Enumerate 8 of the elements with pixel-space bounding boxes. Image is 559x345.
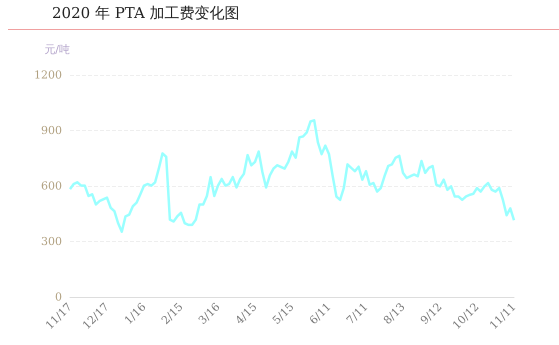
- y-tick-label: 0: [55, 290, 62, 304]
- y-tick-label: 900: [41, 124, 62, 137]
- chart-title: 2020 年 PTA 加工费变化图: [52, 4, 240, 23]
- y-tick-label: 300: [41, 235, 62, 248]
- line-series: [68, 119, 516, 233]
- y-tick-label: 600: [41, 180, 62, 192]
- y-axis-title: 元/吨: [44, 43, 70, 56]
- y-tick-label: 1200: [34, 68, 62, 82]
